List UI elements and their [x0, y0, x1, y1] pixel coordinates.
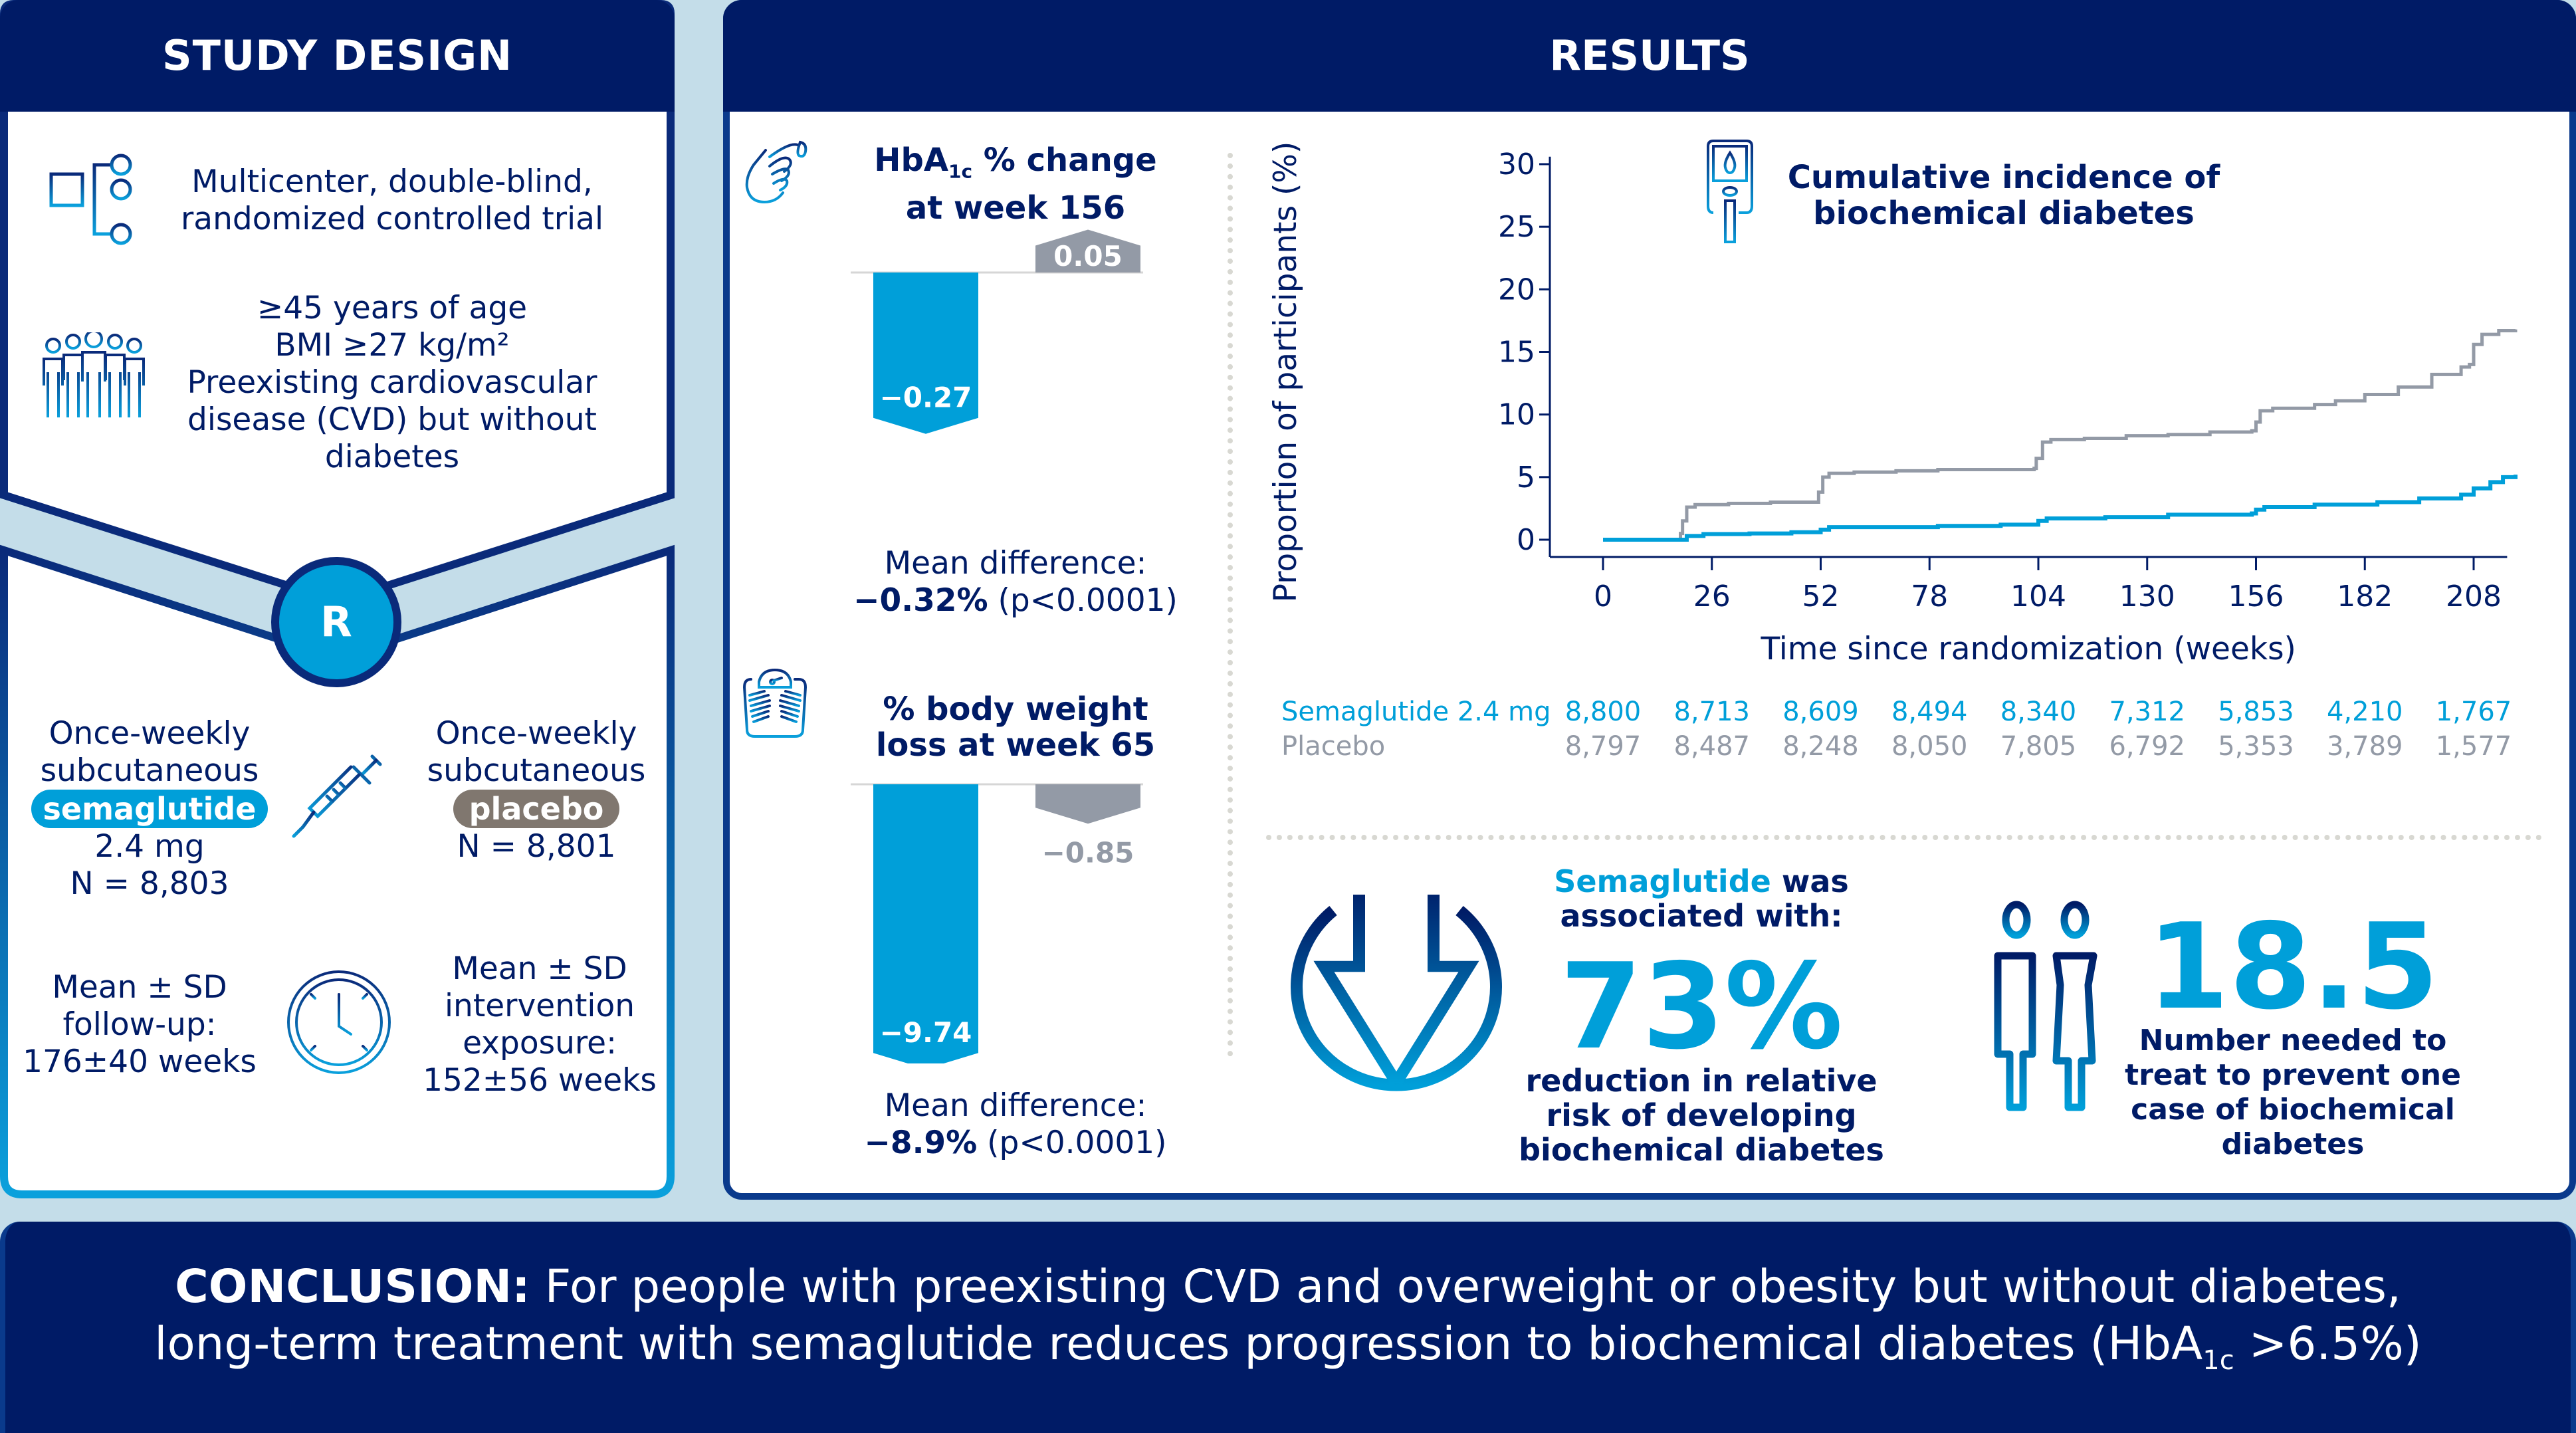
randomization-badge: R: [271, 557, 401, 687]
number-at-risk-cell: 8,800: [1564, 697, 1642, 727]
number-at-risk-cell: 5,353: [2218, 731, 2294, 762]
number-at-risk-cell: 6,792: [2109, 731, 2185, 762]
nnt-value: 18.5: [2147, 898, 2439, 1036]
semaglutide-arm: Once-weekly subcutaneous semaglutide 2.4…: [20, 715, 279, 903]
cumulative-incidence-chart: 0 5 10 15 20 25 30 0 26 52 78 104 130 156 182 208 Time s…: [1267, 142, 2518, 667]
people-icon: [1994, 901, 2097, 1111]
study-design-header: STUDY DESIGN: [0, 0, 675, 112]
number-at-risk-cell: 8,713: [1673, 697, 1750, 727]
number-at-risk-cell: 1,577: [2435, 731, 2512, 762]
y-axis-label: Proportion of participants (%): [1267, 142, 1304, 603]
conclusion-line-1: CONCLUSION: For people with preexisting …: [175, 1260, 2401, 1313]
conclusion-line-2: long-term treatment with semaglutide red…: [154, 1317, 2422, 1376]
number-at-risk-cell: 8,248: [1782, 731, 1859, 762]
nnt-description: Number needed to treat to prevent one ca…: [2125, 1024, 2461, 1161]
follow-up-text: Mean ± SD follow-up: 176±40 weeks: [23, 969, 257, 1080]
number-at-risk-cell: 8,797: [1564, 731, 1642, 762]
number-at-risk-table: Semaglutide 2.4 mg Placebo 8,800 8,713 8,6…: [1263, 691, 2525, 771]
rrr-description: reduction in relative risk of developing…: [1519, 1063, 1884, 1168]
clock-icon: [287, 970, 391, 1074]
results-title: RESULTS: [1549, 31, 1750, 80]
x-tick-label: 0: [1594, 580, 1612, 613]
bar-value-label-semaglutide: −9.74: [880, 1016, 972, 1049]
weighing-scale-icon: [742, 669, 807, 738]
y-tick-label: 20: [1498, 273, 1535, 306]
y-tick-label: 5: [1517, 461, 1535, 495]
intervention-exposure-text: Mean ± SD intervention exposure: 152±56 …: [423, 950, 657, 1099]
glucose-meter-icon: [1707, 140, 1753, 243]
number-at-risk-cell: 7,805: [2000, 731, 2077, 762]
series-line-semaglutide: [1603, 475, 2518, 542]
x-tick-label: 104: [2010, 580, 2066, 613]
hba1c-bar-chart: −0.27 0.05: [851, 229, 1143, 434]
bar-placebo: [1035, 229, 1140, 273]
results-header: RESULTS: [723, 0, 2576, 112]
number-at-risk-cell: 8,609: [1782, 697, 1859, 727]
x-tick-label: 208: [2446, 580, 2502, 613]
hba1c-title: HbA1c % change at week 156: [874, 142, 1157, 227]
y-tick-label: 0: [1517, 523, 1535, 557]
placebo-arm: Once-weekly subcutaneous placebo N = 8,8…: [427, 715, 646, 865]
number-at-risk-label-placebo: Placebo: [1281, 731, 1386, 762]
number-at-risk-cell: 5,853: [2218, 697, 2294, 727]
series-line-placebo: [1603, 328, 2518, 542]
number-at-risk-cell: 8,050: [1891, 731, 1968, 762]
bar-value-label-placebo: −0.85: [1042, 836, 1134, 869]
number-at-risk-label-semaglutide: Semaglutide 2.4 mg: [1281, 697, 1551, 727]
semaglutide-pill: semaglutide: [31, 790, 268, 828]
population-criteria-text: ≥45 years of age BMI ≥27 kg/m² Preexisti…: [187, 290, 597, 475]
rrr-value: 73%: [1559, 938, 1844, 1075]
weight-bar-chart: −9.74 −0.85: [851, 783, 1143, 1063]
bar-value-label-placebo: 0.05: [1053, 240, 1123, 273]
y-tick-label: 15: [1498, 336, 1535, 370]
y-tick-label: 25: [1498, 210, 1535, 244]
study-design-frame: [0, 0, 675, 1198]
number-at-risk-cell: 8,340: [2000, 697, 2077, 727]
x-tick-label: 78: [1911, 580, 1948, 613]
down-arrow-circle-icon: [1291, 895, 1502, 1091]
km-chart-title: Cumulative incidence of biochemical diab…: [1787, 159, 2220, 232]
population-group-icon: [43, 332, 145, 417]
x-tick-label: 26: [1693, 580, 1731, 613]
syringe-icon: [292, 754, 382, 838]
hba1c-mean-difference: Mean difference: −0.32% (p<0.0001): [853, 545, 1178, 619]
conclusion-banner: CONCLUSION: For people with preexisting …: [0, 1222, 2576, 1433]
bar-semaglutide: [873, 784, 978, 1063]
randomization-tree-icon: [49, 154, 132, 245]
number-at-risk-cell: 1,767: [2435, 697, 2512, 727]
finger-prick-icon: [745, 140, 807, 204]
x-axis-label: Time since randomization (weeks): [1760, 631, 2296, 667]
bar-value-label-semaglutide: −0.27: [880, 382, 972, 414]
weight-title: % body weight loss at week 65: [875, 691, 1156, 764]
x-tick-label: 52: [1802, 580, 1840, 613]
bar-placebo: [1035, 784, 1140, 824]
x-tick-label: 130: [2119, 580, 2175, 613]
y-tick-label: 10: [1498, 398, 1535, 432]
number-at-risk-cell: 8,494: [1891, 697, 1968, 727]
x-tick-label: 156: [2228, 580, 2284, 613]
study-design-title: STUDY DESIGN: [161, 31, 513, 80]
weight-mean-difference: Mean difference: −8.9% (p<0.0001): [864, 1087, 1167, 1161]
trial-type-text: Multicenter, double-blind, randomized co…: [180, 164, 604, 237]
x-tick-label: 182: [2337, 580, 2393, 613]
number-at-risk-cell: 4,210: [2326, 697, 2403, 727]
number-at-risk-cell: 8,487: [1673, 731, 1750, 762]
y-tick-label: 30: [1498, 148, 1535, 181]
vertical-divider: [1228, 153, 1233, 1057]
placebo-pill: placebo: [453, 790, 620, 828]
number-at-risk-cell: 3,789: [2326, 731, 2403, 762]
horizontal-divider: [1266, 835, 2542, 840]
number-at-risk-cell: 7,312: [2109, 697, 2185, 727]
rrr-intro: Semaglutide was associated with:: [1554, 863, 1849, 934]
bar-semaglutide: [873, 273, 978, 434]
